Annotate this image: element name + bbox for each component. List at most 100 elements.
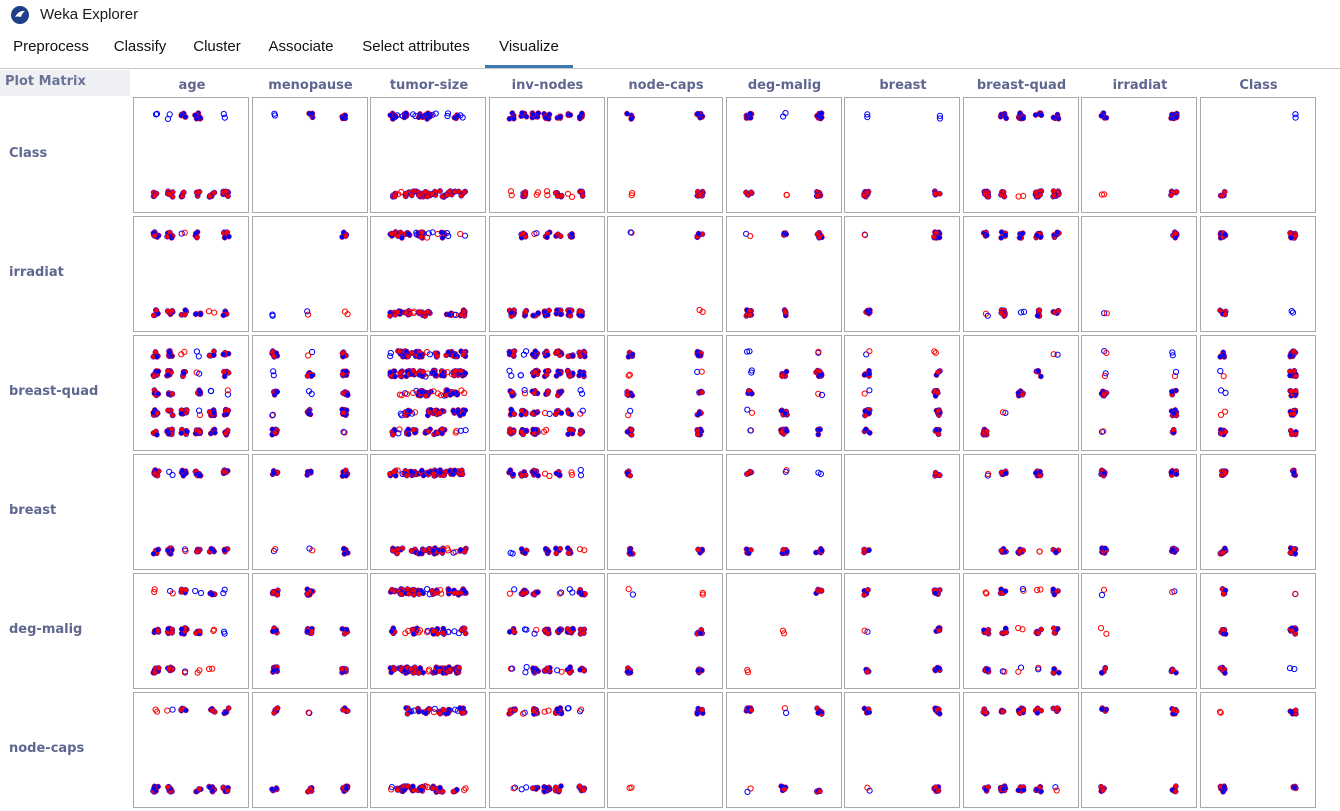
data-point [997, 310, 1004, 316]
scatter-cell-breast-quad-inv-nodes[interactable] [488, 335, 605, 451]
data-point [864, 669, 870, 675]
data-point [425, 309, 431, 315]
data-point [1019, 706, 1026, 713]
tab-classify[interactable]: Classify [113, 38, 167, 55]
data-point [221, 368, 227, 375]
data-point [342, 233, 349, 239]
data-point [932, 191, 938, 197]
scatter-cell-node-caps-irradiat[interactable] [1081, 692, 1197, 808]
scatter-cell-deg-malig-node-caps[interactable] [607, 573, 723, 689]
scatter-cell-breast-quad-breast-quad[interactable] [962, 335, 1079, 451]
scatter-cell-class-class[interactable] [1199, 97, 1316, 213]
scatter-cell-breast-inv-nodes[interactable] [488, 454, 605, 570]
tab-cluster[interactable]: Cluster [193, 38, 241, 55]
scatter-cell-node-caps-breast[interactable] [844, 692, 960, 808]
scatter-cell-class-inv-nodes[interactable] [488, 97, 605, 213]
scatter-cell-deg-malig-tumor-size[interactable] [370, 573, 486, 689]
data-point [182, 547, 189, 555]
data-point [745, 550, 752, 557]
scatter-cell-node-caps-age[interactable] [133, 692, 249, 808]
scatter-cell-node-caps-inv-nodes[interactable] [488, 692, 605, 808]
data-point [1051, 630, 1057, 636]
data-point [423, 710, 429, 717]
scatter-cell-class-deg-malig[interactable] [725, 97, 842, 213]
data-point [308, 110, 315, 117]
data-point [165, 784, 171, 790]
scatter-cell-irradiat-class[interactable] [1199, 216, 1316, 332]
scatter-cell-breast-irradiat[interactable] [1081, 454, 1197, 570]
data-point [211, 189, 218, 196]
scatter-cell-class-tumor-size[interactable] [370, 97, 486, 213]
scatter-cell-deg-malig-irradiat[interactable] [1081, 573, 1197, 689]
scatter-cell-breast-quad-node-caps[interactable] [607, 335, 723, 451]
scatter-cell-deg-malig-inv-nodes[interactable] [488, 573, 605, 689]
data-point [542, 426, 549, 434]
scatter-cell-breast-quad-age[interactable] [133, 335, 249, 451]
data-point [695, 230, 702, 237]
data-point [523, 113, 529, 120]
data-point [269, 411, 276, 419]
scatter-cell-breast-breast[interactable] [844, 454, 960, 570]
scatter-cell-class-breast-quad[interactable] [962, 97, 1079, 213]
scatter-cell-breast-quad-menopause[interactable] [251, 335, 368, 451]
scatter-cell-breast-class[interactable] [1199, 454, 1316, 570]
scatter-cell-breast-quad-breast[interactable] [844, 335, 960, 451]
data-point [818, 371, 825, 378]
data-point [544, 312, 551, 318]
scatter-cell-class-breast[interactable] [844, 97, 960, 213]
scatter-cell-irradiat-tumor-size[interactable] [370, 216, 486, 332]
data-point [1098, 191, 1105, 198]
scatter-cell-breast-age[interactable] [133, 454, 249, 570]
scatter-cell-irradiat-deg-malig[interactable] [725, 216, 842, 332]
scatter-cell-irradiat-breast-quad[interactable] [962, 216, 1079, 332]
scatter-cell-class-irradiat[interactable] [1081, 97, 1197, 213]
scatter-cell-breast-node-caps[interactable] [607, 454, 723, 570]
data-point [983, 428, 990, 435]
scatter-cell-class-node-caps[interactable] [607, 97, 723, 213]
scatter-cell-irradiat-menopause[interactable] [251, 216, 368, 332]
data-point [169, 307, 176, 314]
data-point [430, 547, 436, 554]
scatter-cell-breast-quad-irradiat[interactable] [1081, 335, 1197, 451]
data-point [983, 666, 990, 673]
scatter-cell-deg-malig-menopause[interactable] [251, 573, 368, 689]
scatter-cell-irradiat-inv-nodes[interactable] [488, 216, 605, 332]
scatter-cell-breast-deg-malig[interactable] [725, 454, 842, 570]
scatter-cell-deg-malig-deg-malig[interactable] [725, 573, 842, 689]
scatter-cell-node-caps-breast-quad[interactable] [962, 692, 1079, 808]
scatter-cell-class-menopause[interactable] [251, 97, 368, 213]
scatter-cell-node-caps-class[interactable] [1199, 692, 1316, 808]
scatter-cell-node-caps-tumor-size[interactable] [370, 692, 486, 808]
scatter-cell-breast-breast-quad[interactable] [962, 454, 1079, 570]
scatter-cell-breast-tumor-size[interactable] [370, 454, 486, 570]
tab-associate[interactable]: Associate [268, 38, 334, 55]
scatter-cell-irradiat-age[interactable] [133, 216, 249, 332]
tab-preprocess[interactable]: Preprocess [13, 38, 89, 55]
scatter-cell-breast-quad-tumor-size[interactable] [370, 335, 486, 451]
scatter-cell-breast-quad-class[interactable] [1199, 335, 1316, 451]
data-point [932, 349, 939, 356]
data-point [781, 786, 787, 793]
scatter-cell-deg-malig-breast-quad[interactable] [962, 573, 1079, 689]
data-point [546, 111, 552, 118]
data-point [341, 551, 347, 557]
scatter-cell-irradiat-breast[interactable] [844, 216, 960, 332]
scatter-cell-node-caps-menopause[interactable] [251, 692, 368, 808]
tab-visualize[interactable]: Visualize [485, 30, 573, 68]
scatter-cell-deg-malig-breast[interactable] [844, 573, 960, 689]
scatter-cell-node-caps-deg-malig[interactable] [725, 692, 842, 808]
data-point [1291, 111, 1299, 118]
data-point [576, 783, 583, 790]
scatter-cell-node-caps-node-caps[interactable] [607, 692, 723, 808]
scatter-cell-deg-malig-class[interactable] [1199, 573, 1316, 689]
data-point [342, 785, 349, 792]
scatter-cell-deg-malig-age[interactable] [133, 573, 249, 689]
scatter-cell-breast-menopause[interactable] [251, 454, 368, 570]
data-point [461, 787, 468, 794]
scatter-cell-class-age[interactable] [133, 97, 249, 213]
data-point [518, 407, 525, 414]
scatter-cell-irradiat-node-caps[interactable] [607, 216, 723, 332]
tab-select-attributes[interactable]: Select attributes [362, 38, 470, 55]
scatter-cell-irradiat-irradiat[interactable] [1081, 216, 1197, 332]
scatter-cell-breast-quad-deg-malig[interactable] [725, 335, 842, 451]
